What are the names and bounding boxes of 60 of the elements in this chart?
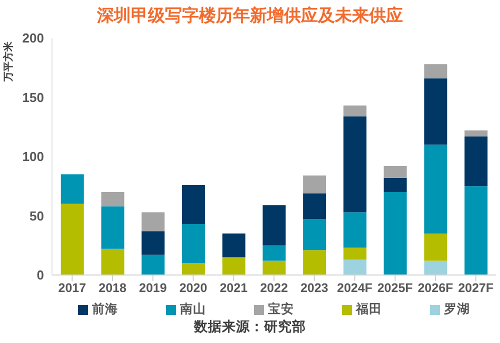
bar xyxy=(424,234,448,261)
y-tick-label: 100 xyxy=(22,149,44,164)
bar xyxy=(464,186,488,275)
bar xyxy=(182,184,205,224)
x-tick-label: 2017 xyxy=(58,280,86,295)
bar xyxy=(60,174,84,204)
source-note: 数据来源：研究部 xyxy=(192,318,307,336)
bar xyxy=(101,192,124,206)
bar xyxy=(343,116,366,212)
bar xyxy=(424,78,448,145)
x-tick-label: 2026F xyxy=(418,280,454,295)
y-tick-label: 150 xyxy=(22,90,44,105)
legend-label: 宝安 xyxy=(268,302,294,316)
bar xyxy=(222,257,246,275)
bar xyxy=(343,106,366,116)
x-tick-label: 2019 xyxy=(139,280,167,295)
x-tick-label: 2025F xyxy=(377,280,414,295)
x-tick-label: 2027F xyxy=(458,280,494,295)
bar xyxy=(424,144,448,234)
bar xyxy=(142,212,165,232)
bar xyxy=(303,219,326,250)
y-tick-label: 50 xyxy=(30,208,44,224)
bar xyxy=(262,205,286,246)
bar xyxy=(60,204,84,275)
legend-label: 南山 xyxy=(180,302,206,316)
legend-label: 福田 xyxy=(356,302,382,316)
bar xyxy=(101,206,124,249)
bar xyxy=(384,178,407,192)
bar xyxy=(303,175,326,194)
bar xyxy=(262,245,286,261)
y-tick-label: 0 xyxy=(36,268,44,283)
x-tick-label: 2018 xyxy=(98,280,126,295)
bar xyxy=(182,263,205,275)
bar xyxy=(262,260,286,275)
bar xyxy=(343,260,366,275)
x-tick-label: 2023 xyxy=(300,280,328,295)
x-tick-label: 2024F xyxy=(337,280,373,295)
bar xyxy=(142,231,165,255)
legend-label: 前海 xyxy=(92,302,118,316)
bar xyxy=(424,64,448,78)
legend-label: 罗湖 xyxy=(444,302,470,316)
bar xyxy=(142,254,165,275)
bar xyxy=(424,260,448,275)
bar xyxy=(101,248,124,275)
bar xyxy=(384,192,407,275)
bar xyxy=(303,193,326,220)
bar xyxy=(343,248,366,260)
bar xyxy=(222,234,246,258)
y-tick-label: 200 xyxy=(22,30,44,46)
bar xyxy=(464,136,488,186)
bar xyxy=(182,224,205,264)
bar xyxy=(343,212,366,248)
y-axis-title: 万平方米 xyxy=(2,40,15,82)
x-tick-label: 2021 xyxy=(220,280,248,295)
x-tick-label: 2020 xyxy=(179,280,208,295)
bar xyxy=(384,166,407,178)
bar xyxy=(464,130,488,136)
x-tick-label: 2022 xyxy=(260,280,288,295)
chart-title: 深圳甲级写字楼历年新增供应及未来供应 xyxy=(96,5,404,27)
bar xyxy=(303,250,326,275)
